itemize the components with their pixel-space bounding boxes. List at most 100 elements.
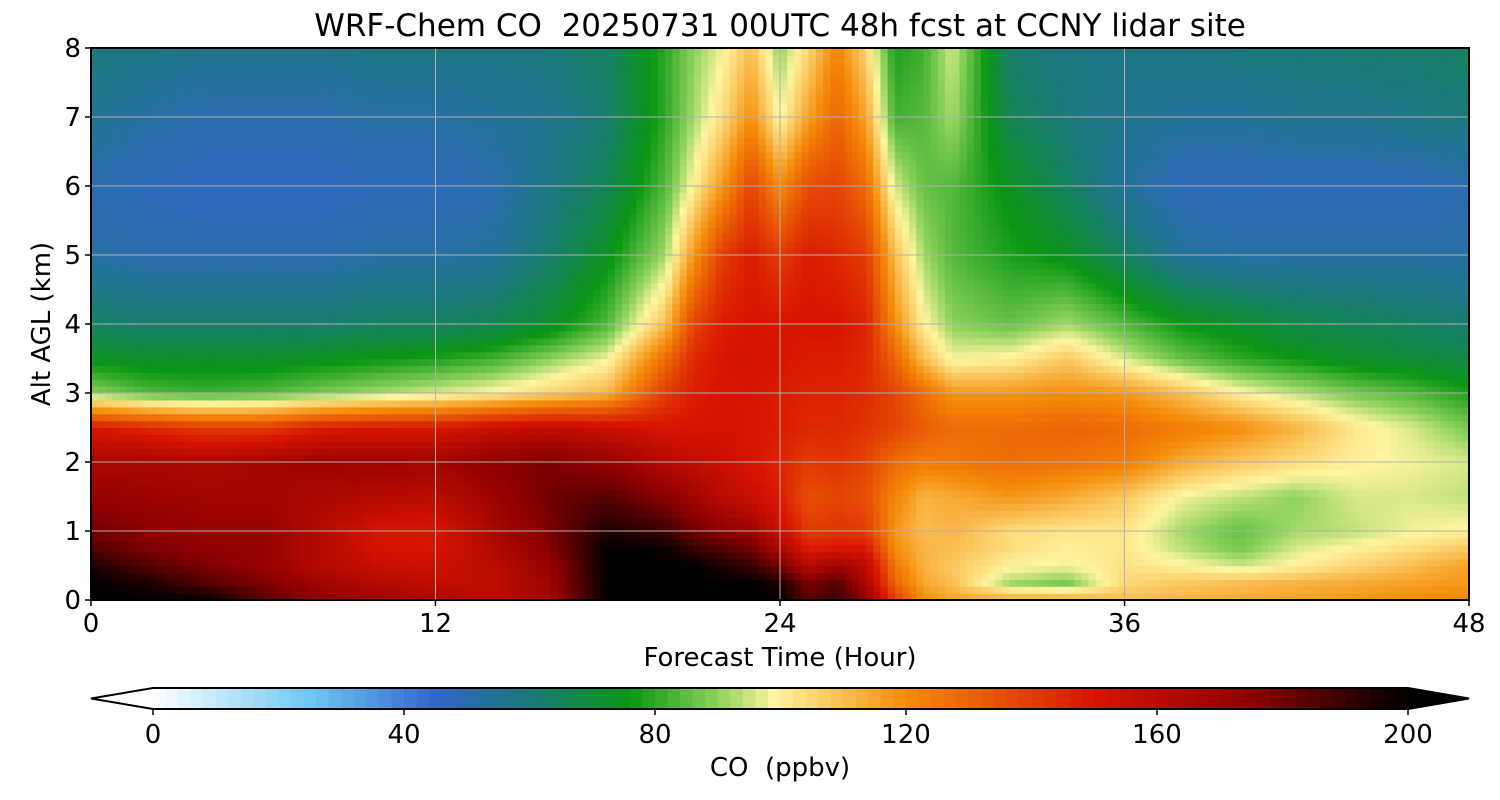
heatmap-cell [493,490,501,498]
heatmap-cell [486,462,494,470]
heatmap-cell [593,503,601,511]
heatmap-cell [1002,503,1010,511]
heatmap-cell [457,517,465,525]
heatmap-cell [385,462,393,470]
heatmap-cell [995,510,1003,518]
heatmap-cell [1239,434,1247,442]
heatmap-cell [995,531,1003,539]
heatmap-cell [651,510,659,518]
heatmap-cell [220,510,228,518]
heatmap-cell [392,497,400,505]
heatmap-cell [1333,448,1341,456]
heatmap-cell [1218,510,1226,518]
heatmap-cell [170,579,178,587]
heatmap-cell [1369,538,1377,546]
heatmap-cell [751,510,759,518]
heatmap-cell [1189,524,1197,532]
heatmap-cell [809,586,817,594]
heatmap-cell [809,510,817,518]
heatmap-cell [1325,497,1333,505]
heatmap-cell [1139,517,1147,525]
heatmap-cell [1261,497,1269,505]
heatmap-cell [629,559,637,567]
heatmap-cell [737,462,745,470]
heatmap-cell [715,524,723,532]
heatmap-cell [1239,559,1247,567]
heatmap-cell [751,434,759,442]
heatmap-cell [213,586,221,594]
heatmap-cell [156,517,164,525]
heatmap-cell [120,462,128,470]
heatmap-cell [1311,517,1319,525]
heatmap-cell [909,421,917,429]
heatmap-cell [1340,448,1348,456]
heatmap-cell [235,462,243,470]
heatmap-cell [938,531,946,539]
heatmap-cell [220,490,228,498]
heatmap-cell [974,531,982,539]
heatmap-cell [1268,572,1276,580]
heatmap-cell [357,462,365,470]
heatmap-cell [1440,524,1448,532]
heatmap-cell [1376,462,1384,470]
heatmap-cell [400,428,408,436]
heatmap-cell [924,434,932,442]
heatmap-cell [1390,559,1398,567]
heatmap-cell [852,545,860,553]
heatmap-cell [536,469,544,477]
heatmap-cell [493,448,501,456]
heatmap-cell [945,531,953,539]
heatmap-cell [830,579,838,587]
heatmap-cell [1067,579,1075,587]
heatmap-cell [924,586,932,594]
heatmap-cell [342,421,350,429]
heatmap-cell [959,559,967,567]
heatmap-cell [715,579,723,587]
heatmap-cell [471,566,479,574]
heatmap-cell [845,552,853,560]
heatmap-cell [1168,531,1176,539]
heatmap-cell [177,579,185,587]
heatmap-cell [1333,572,1341,580]
heatmap-cell [680,462,688,470]
heatmap-cell [830,545,838,553]
heatmap-cell [995,572,1003,580]
heatmap-cell [1369,497,1377,505]
heatmap-cell [816,579,824,587]
heatmap-cell [1433,552,1441,560]
heatmap-cell [1318,455,1326,463]
heatmap-cell [1096,428,1104,436]
heatmap-cell [450,579,458,587]
heatmap-cell [680,476,688,484]
heatmap-cell [1196,538,1204,546]
heatmap-cell [1354,559,1362,567]
heatmap-cell [335,462,343,470]
heatmap-cell [1290,490,1298,498]
heatmap-cell [184,421,192,429]
heatmap-cell [378,517,386,525]
heatmap-cell [809,483,817,491]
heatmap-cell [378,469,386,477]
heatmap-cell [127,462,135,470]
heatmap-cell [572,586,580,594]
heatmap-cell [938,462,946,470]
heatmap-cell [715,455,723,463]
heatmap-cell [945,503,953,511]
heatmap-cell [191,586,199,594]
heatmap-cell [471,579,479,587]
heatmap-cell [1067,538,1075,546]
heatmap-cell [156,476,164,484]
heatmap-cell [486,428,494,436]
heatmap-cell [845,497,853,505]
heatmap-cell [715,434,723,442]
heatmap-cell [1412,434,1420,442]
heatmap-cell [1397,586,1405,594]
heatmap-cell [270,566,278,574]
heatmap-cell [572,524,580,532]
heatmap-cell [1132,448,1140,456]
heatmap-cell [1096,469,1104,477]
heatmap-cell [1268,497,1276,505]
heatmap-cell [156,572,164,580]
heatmap-cell [256,476,264,484]
heatmap-cell [235,510,243,518]
